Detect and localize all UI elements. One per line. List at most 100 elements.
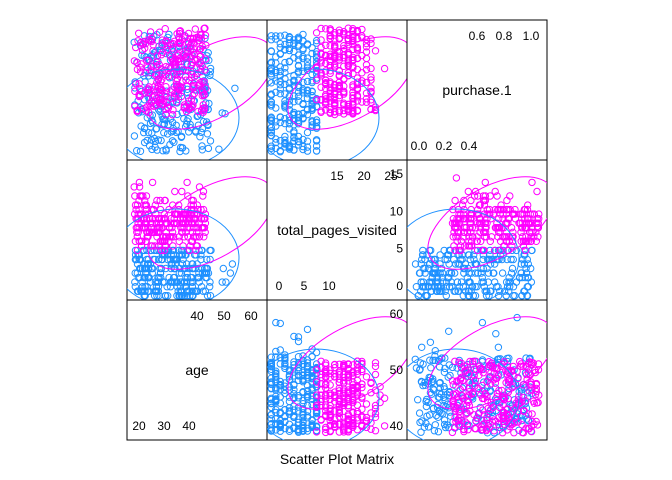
scatter-point-group-1	[466, 224, 474, 232]
scatter-point-group-1	[362, 400, 371, 408]
scatter-point-group-0	[294, 360, 303, 368]
scatter-point-group-1	[349, 69, 357, 78]
scatter-point-group-0	[276, 118, 284, 127]
scatter-point-group-1	[349, 27, 357, 35]
scatter-point-group-0	[303, 58, 312, 66]
scatter-point-group-0	[312, 375, 321, 383]
scatter-point-group-1	[479, 196, 488, 205]
scatter-point-group-0	[150, 292, 159, 300]
scatter-point-group-1	[464, 426, 472, 434]
scatter-point-group-1	[349, 45, 357, 54]
scatter-point-group-0	[218, 278, 226, 286]
scatter-point-group-1	[509, 233, 517, 241]
scatter-point-group-1	[137, 60, 145, 68]
scatter-point-group-1	[510, 429, 518, 437]
scatter-point-group-0	[267, 32, 275, 40]
scatter-point-group-1	[317, 57, 325, 65]
scatter-point-group-1	[133, 246, 142, 255]
scatter-point-group-0	[215, 145, 223, 153]
scatter-point-group-0	[267, 379, 275, 387]
scatter-point-group-0	[173, 110, 181, 119]
scatter-point-group-0	[492, 255, 501, 264]
scatter-point-group-1	[464, 392, 473, 400]
scatter-point-group-0	[285, 57, 294, 65]
scatter-point-group-1	[344, 420, 352, 429]
density-ellipse-group-0	[407, 208, 520, 300]
scatter-point-group-1	[362, 423, 371, 432]
scatter-point-group-0	[312, 116, 321, 124]
scatter-point-group-0	[480, 283, 488, 291]
scatter-point-group-1	[349, 91, 357, 100]
scatter-point-group-1	[500, 233, 508, 241]
scatter-point-group-1	[317, 416, 325, 424]
scatter-point-group-0	[285, 366, 294, 374]
scatter-point-group-1	[367, 379, 375, 388]
scatter-point-group-1	[506, 205, 514, 214]
scatter-point-group-1	[141, 69, 149, 77]
scatter-point-group-1	[450, 228, 458, 237]
scatter-point-group-1	[474, 384, 482, 393]
scatter-point-group-0	[299, 67, 307, 76]
scatter-point-group-1	[532, 384, 541, 393]
scatter-point-group-1	[135, 90, 143, 99]
scatter-point-group-0	[420, 423, 429, 431]
density-ellipse-group-0	[127, 68, 240, 160]
scatter-point-group-0	[276, 49, 284, 58]
scatter-point-group-1	[142, 201, 151, 209]
scatter-point-group-1	[344, 370, 352, 378]
scatter-point-group-1	[520, 205, 528, 214]
scatter-point-group-1	[322, 423, 330, 432]
scatter-point-group-1	[371, 370, 380, 379]
scatter-point-group-0	[299, 371, 307, 379]
scatter-point-group-1	[367, 425, 375, 433]
scatter-point-group-0	[155, 255, 163, 264]
scatter-point-group-1	[362, 78, 371, 87]
scatter-point-group-0	[442, 283, 451, 291]
scatter-point-group-0	[429, 269, 438, 277]
scatter-point-group-0	[194, 112, 202, 120]
scatter-point-group-1	[522, 219, 530, 227]
scatter-point-group-1	[326, 427, 334, 435]
scatter-point-group-1	[353, 107, 362, 115]
scatter-point-group-0	[308, 386, 316, 394]
scatter-point-group-0	[285, 145, 294, 153]
scatter-point-group-0	[290, 133, 298, 141]
scatter-point-group-1	[335, 389, 343, 398]
scatter-point-group-0	[267, 67, 275, 75]
scatter-point-group-0	[437, 390, 445, 398]
scatter-point-group-1	[448, 428, 457, 437]
scatter-point-group-0	[299, 405, 307, 413]
scatter-point-group-0	[272, 375, 280, 384]
scatter-point-group-1	[465, 233, 473, 241]
scatter-point-group-0	[422, 402, 431, 411]
scatter-point-group-0	[308, 78, 316, 87]
scatter-point-group-1	[532, 379, 541, 388]
scatter-point-group-0	[152, 283, 161, 291]
scatter-point-group-0	[197, 128, 205, 137]
scatter-point-group-1	[335, 34, 343, 43]
scatter-point-group-0	[431, 352, 439, 360]
scatter-point-group-1	[326, 421, 334, 429]
scatter-point-group-1	[532, 417, 540, 426]
scatter-point-group-1	[185, 246, 194, 255]
scatter-point-group-1	[456, 242, 465, 250]
scatter-point-group-0	[429, 385, 437, 393]
scatter-point-group-0	[503, 255, 511, 264]
scatter-point-group-0	[512, 278, 521, 286]
scatter-point-group-1	[161, 71, 170, 79]
scatter-point-group-1	[521, 224, 529, 232]
scatter-point-group-0	[436, 260, 444, 268]
scatter-point-group-1	[499, 415, 507, 423]
diag-tick-high: 0.8	[496, 29, 513, 43]
scatter-point-group-1	[146, 88, 154, 97]
scatter-point-group-0	[168, 260, 176, 268]
scatter-point-group-1	[158, 233, 167, 241]
scatter-point-group-0	[432, 278, 440, 286]
variable-name-label: total_pages_visited	[277, 222, 397, 238]
scatter-point-group-1	[467, 215, 475, 223]
scatter-point-group-0	[290, 111, 298, 119]
diag-tick-low: 5	[301, 279, 308, 293]
scatter-point-group-1	[483, 413, 491, 421]
scatter-point-group-1	[358, 365, 366, 374]
scatter-point-group-1	[317, 43, 325, 52]
